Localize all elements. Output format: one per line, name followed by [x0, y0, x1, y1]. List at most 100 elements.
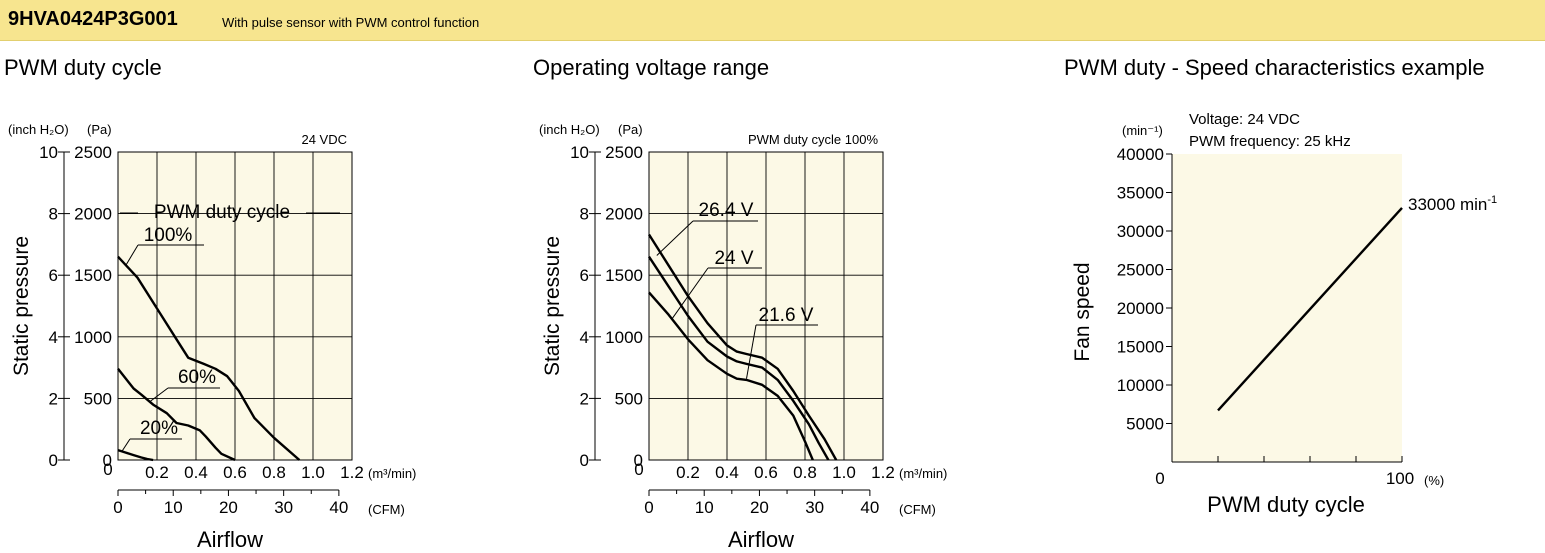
- chart0-y-tick-label-pa: 1500: [74, 266, 112, 285]
- chart2-y-tick-label: 40000: [1117, 145, 1164, 164]
- section-title-voltage: Operating voltage range: [533, 55, 770, 80]
- chart1-series-label-2: 21.6 V: [759, 305, 814, 326]
- chart0-y-axis-label: Static pressure: [10, 236, 33, 376]
- chart1-y-tick-label-pa: 2500: [605, 143, 643, 162]
- chart0-y-unit-pa: (Pa): [87, 122, 112, 137]
- chart1-y-tick-label-pa: 0: [634, 451, 643, 470]
- chart1-y-tick-label-pa: 500: [615, 389, 643, 408]
- chart0-y-tick-label-inch: 2: [49, 389, 58, 408]
- chart1-y-tick-label-pa: 1500: [605, 266, 643, 285]
- chart0-series-label-0: 100%: [144, 225, 193, 246]
- chart1-series-line-2: [648, 291, 814, 461]
- chart2-series-line: [1217, 207, 1403, 412]
- chart1-x-tick-label-m3: 0.8: [793, 463, 817, 482]
- chart0-condition-label: 24 VDC: [301, 132, 347, 147]
- chart0-x-tick-label-cfm: 10: [164, 498, 183, 517]
- chart2-y-tick-label: 35000: [1117, 184, 1164, 203]
- chart2-x-tick-label: 100: [1386, 469, 1414, 488]
- chart1-x-axis-label: Airflow: [728, 527, 794, 552]
- chart0-series-label-1: 60%: [178, 367, 216, 388]
- chart0-y-tick-label-inch: 6: [49, 266, 58, 285]
- chart1-y-tick-label-inch: 10: [570, 143, 589, 162]
- chart1-series-leader-line: [671, 267, 709, 319]
- chart2-y-tick-label: 25000: [1117, 261, 1164, 280]
- chart1-y-tick-label-inch: 4: [580, 328, 589, 347]
- chart0-x-tick-label-m3: 0.6: [223, 463, 247, 482]
- chart2-end-label: 33000 min-1: [1408, 194, 1497, 214]
- chart1-x-tick-label-cfm: 30: [805, 498, 824, 517]
- chart0-y-tick-label-pa: 1000: [74, 328, 112, 347]
- section-title-duty: PWM duty cycle: [4, 55, 162, 80]
- chart0-x-tick-label-m3: 1.0: [301, 463, 325, 482]
- chart1-x-unit-cfm: (CFM): [899, 502, 936, 517]
- chart1-condition-label: PWM duty cycle 100%: [748, 132, 878, 147]
- chart1-x-tick-label-m3: 0.2: [676, 463, 700, 482]
- model-number: 9HVA0424P3G001: [8, 8, 178, 30]
- section-title-speed: PWM duty - Speed characteristics example: [1064, 55, 1485, 80]
- chart1-y-tick-label-inch: 8: [580, 205, 589, 224]
- chart1-y-tick-label-inch: 0: [580, 451, 589, 470]
- chart0-x-tick-label-cfm: 20: [219, 498, 238, 517]
- chart0-y-unit-inch: (inch H₂O): [8, 122, 69, 137]
- chart1-x-tick-label-m3: 0: [634, 460, 643, 479]
- chart2-y-unit: (min⁻¹): [1122, 123, 1163, 138]
- chart0-series-line-2: [117, 448, 154, 462]
- chart0-y-tick-label-pa: 0: [103, 451, 112, 470]
- chart1-x-tick-label-m3: 0.6: [754, 463, 778, 482]
- chart1-y-unit-inch: (inch H₂O): [539, 122, 600, 137]
- chart2-end-label-sup: -1: [1487, 194, 1497, 206]
- chart0-series-leader-line: [148, 387, 169, 403]
- chart1-y-unit-pa: (Pa): [618, 122, 643, 137]
- chart1-y-tick-label-pa: 2000: [605, 205, 643, 224]
- chart0-series-label-2: 20%: [140, 418, 178, 439]
- chart0-x-tick-label-m3: 1.2: [340, 463, 364, 482]
- chart2-y-tick-label: 30000: [1117, 222, 1164, 241]
- chart1-x-tick-label-cfm: 10: [695, 498, 714, 517]
- chart0-y-tick-label-inch: 0: [49, 451, 58, 470]
- chart1-x-tick-label-m3: 1.2: [871, 463, 895, 482]
- chart0-y-tick-label-pa: 500: [84, 389, 112, 408]
- chart2-y-axis-label: Fan speed: [1071, 262, 1094, 361]
- chart2-y-tick-label: 10000: [1117, 376, 1164, 395]
- chart1-x-tick-label-cfm: 0: [644, 498, 653, 517]
- chart0-x-tick-label-cfm: 40: [329, 498, 348, 517]
- chart0-series-leader-line: [125, 244, 139, 266]
- chart1-y-tick-label-pa: 1000: [605, 328, 643, 347]
- chart1-series-line-1: [647, 256, 830, 461]
- chart1-x-tick-label-m3: 0.4: [715, 463, 739, 482]
- chart0-y-tick-label-pa: 2500: [74, 143, 112, 162]
- chart1-x-unit-m3: (m³/min): [899, 466, 947, 481]
- chart0-x-unit-m3: (m³/min): [368, 466, 416, 481]
- chart2-y-tick-label: 20000: [1117, 299, 1164, 318]
- chart2-y-tick-label: 15000: [1117, 338, 1164, 357]
- chart1-series-label-0: 26.4 V: [699, 200, 754, 221]
- chart1-y-axis-label: Static pressure: [541, 236, 564, 376]
- chart0-x-unit-cfm: (CFM): [368, 502, 405, 517]
- chart2-x-axis-label: PWM duty cycle: [1207, 492, 1365, 517]
- chart1-series-leader-line: [656, 220, 694, 256]
- chart2-plot-area: [1172, 154, 1402, 462]
- chart1-y-tick-label-inch: 2: [580, 389, 589, 408]
- chart0-legend-title: PWM duty cycle: [154, 202, 290, 223]
- chart0-y-tick-label-pa: 2000: [74, 205, 112, 224]
- chart2-x-unit: (%): [1424, 473, 1444, 488]
- chart1-series-label-1: 24 V: [714, 248, 753, 269]
- chart0-x-tick-label-cfm: 0: [113, 498, 122, 517]
- chart2-condition-voltage: Voltage: 24 VDC: [1189, 111, 1300, 128]
- chart1-x-tick-label-m3: 1.0: [832, 463, 856, 482]
- chart0-y-tick-label-inch: 8: [49, 205, 58, 224]
- chart1-y-tick-label-inch: 6: [580, 266, 589, 285]
- chart1-x-tick-label-cfm: 20: [750, 498, 769, 517]
- chart1-plot-frame: [648, 151, 884, 461]
- chart0-series-line-1: [117, 368, 236, 462]
- chart2-x-tick-label: 0: [1155, 469, 1164, 488]
- chart0-series-leader-line: [121, 438, 131, 452]
- model-description: With pulse sensor with PWM control funct…: [222, 15, 480, 30]
- chart0-x-axis-label: Airflow: [197, 527, 263, 552]
- model-header-band: 9HVA0424P3G001 With pulse sensor with PW…: [0, 0, 1545, 41]
- chart0-x-tick-label-m3: 0.2: [145, 463, 169, 482]
- chart0-y-tick-label-inch: 10: [39, 143, 58, 162]
- chart0-x-tick-label-m3: 0.4: [184, 463, 208, 482]
- chart0-x-tick-label-cfm: 30: [274, 498, 293, 517]
